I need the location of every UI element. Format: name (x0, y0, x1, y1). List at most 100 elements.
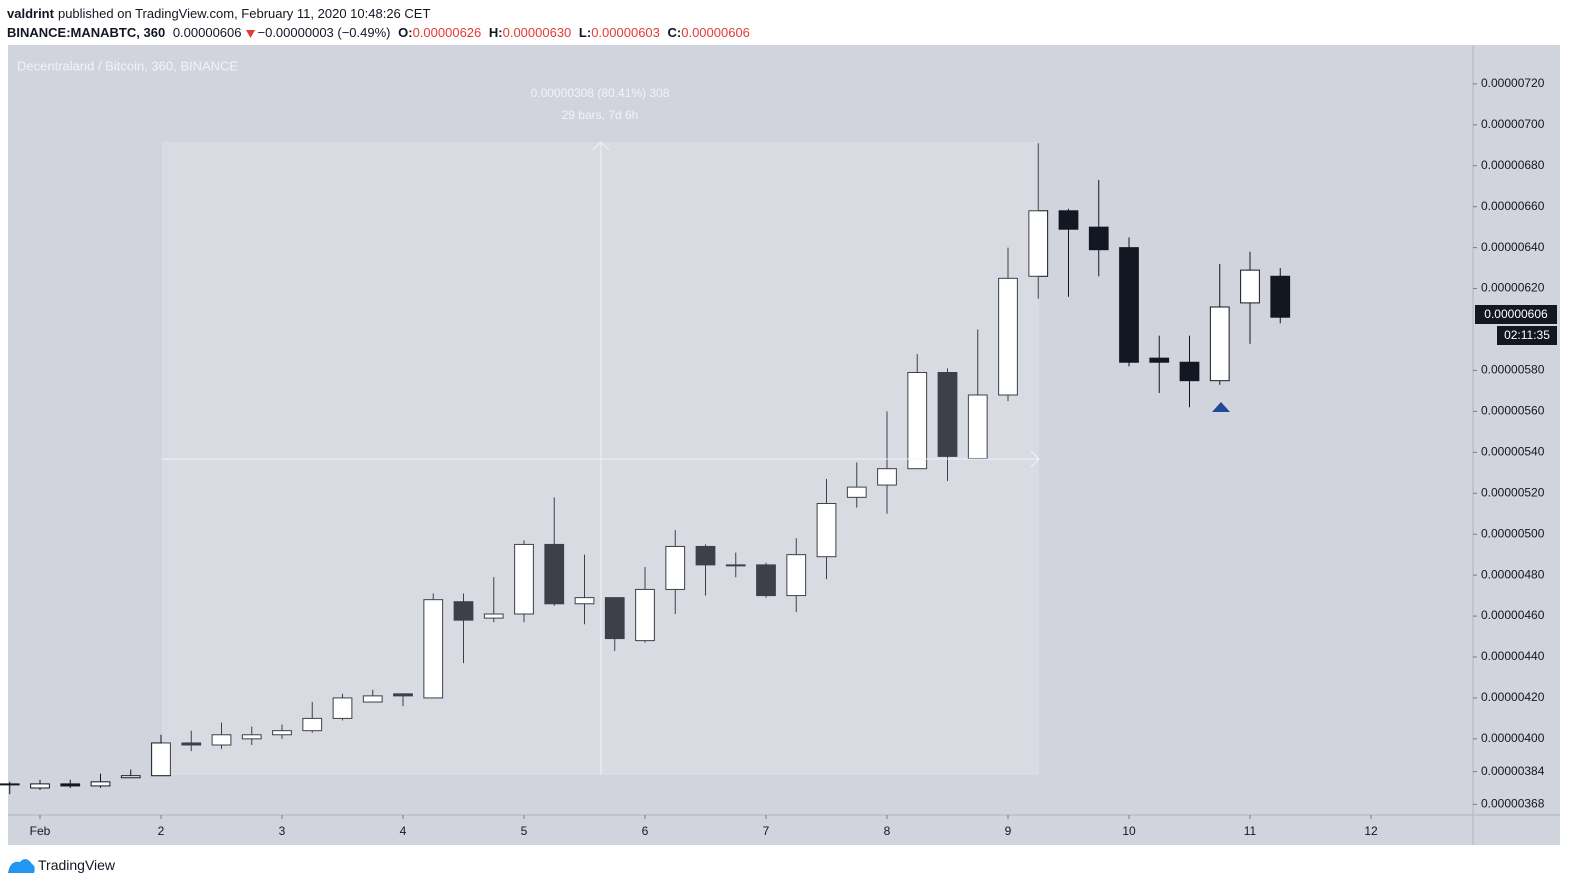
candle-body (574, 597, 595, 605)
y-tick-label: 0.00000540 (1481, 444, 1545, 458)
y-tick-label: 0.00000480 (1481, 567, 1545, 581)
o-label: O: (398, 25, 413, 40)
y-tick-label: 0.00000440 (1481, 649, 1545, 663)
measure-label: 0.00000308 (80.41%) 308 (531, 86, 670, 100)
candle-body (60, 783, 81, 787)
candle-body (151, 742, 171, 777)
pane-background (8, 45, 1560, 845)
candle-body (786, 554, 807, 597)
candle-body (544, 543, 565, 605)
candles (0, 143, 1291, 795)
measure-area (162, 142, 1039, 775)
y-tick-label: 0.00000460 (1481, 608, 1545, 622)
candle-body (1179, 361, 1200, 382)
candle-body (725, 564, 746, 567)
x-tick-label: 8 (884, 824, 891, 838)
published: published on TradingView.com, February 1… (57, 6, 431, 21)
x-tick-label: 3 (279, 824, 286, 838)
x-tick-label: 7 (763, 824, 770, 838)
candle-body (181, 742, 202, 746)
x-tick-label: 11 (1244, 824, 1257, 838)
l-value: 0.00000603 (591, 25, 660, 40)
candle-body (30, 783, 50, 789)
candle-body (302, 717, 323, 732)
y-tick-label: 0.00000660 (1481, 199, 1545, 213)
author: valdrint (7, 6, 54, 21)
x-tick-label: 2 (158, 824, 165, 838)
y-tick-label: 0.00000384 (1481, 764, 1545, 778)
x-tick-label: 6 (642, 824, 649, 838)
x-tick-label: 12 (1364, 824, 1378, 838)
candle-body (483, 613, 504, 619)
candle-body (211, 734, 232, 746)
quote-line: BINANCE:MANABTC, 360 0.00000606 −0.000000… (7, 25, 754, 40)
candle-body (393, 693, 413, 697)
y-tick-label: 0.00000680 (1481, 158, 1545, 172)
h-value: 0.00000630 (502, 25, 572, 40)
signal-marker (1212, 402, 1230, 412)
candle-body (1119, 247, 1139, 363)
candle-body (1149, 357, 1170, 363)
candle-body (514, 543, 534, 615)
price-label: 0.00000606 (1484, 307, 1548, 321)
x-tick-label: 4 (400, 824, 407, 838)
x-tick-label: 9 (1005, 824, 1012, 838)
x-tick-label: 10 (1122, 824, 1136, 838)
candle-body (1209, 306, 1230, 382)
candle-body (120, 775, 141, 779)
down-arrow (245, 29, 255, 38)
y-tick-label: 0.00000420 (1481, 690, 1545, 704)
x-tick-label: 5 (521, 824, 528, 838)
candle-body (1028, 210, 1049, 277)
candle-body (1240, 269, 1260, 304)
brand-logo (8, 858, 35, 873)
h-label: H: (488, 25, 503, 40)
y-tick-label: 0.00000500 (1481, 526, 1545, 540)
y-tick-label: 0.00000720 (1481, 76, 1545, 90)
candle-body (1270, 275, 1291, 318)
x-tick-label: Feb (30, 824, 51, 838)
candle-body (816, 502, 837, 558)
candle-body (877, 468, 897, 486)
l-label: L: (578, 25, 592, 40)
candle-body (695, 545, 716, 566)
candle-body (846, 486, 867, 498)
y-tick-label: 0.00000560 (1481, 404, 1545, 418)
last: 0.00000606 (172, 25, 242, 40)
candle-body (998, 277, 1018, 396)
publish-line: valdrint published on TradingView.com, Fe… (7, 6, 434, 21)
candle-body (967, 394, 988, 459)
c-value: 0.00000606 (681, 25, 750, 40)
measure-arrow-up (592, 141, 610, 151)
candle-body (756, 564, 776, 597)
symbol: BINANCE:MANABTC, 360 (7, 25, 166, 40)
countdown: 02:11:35 (1504, 328, 1550, 342)
candle-body (1088, 226, 1109, 251)
candle-body (453, 601, 474, 621)
y-tick-label: 0.00000640 (1481, 240, 1545, 254)
y-tick-label: 0.00000400 (1481, 731, 1545, 745)
candle-body (907, 371, 928, 470)
countdown-box (1497, 326, 1557, 345)
measure-bars: 29 bars, 7d 6h (562, 108, 639, 122)
candle-body (423, 599, 444, 699)
y-tick-label: 0.00000580 (1481, 363, 1545, 377)
price-label-box (1475, 305, 1557, 324)
candle-body (0, 783, 20, 786)
candle-body (90, 781, 111, 787)
axes: 0.00000720 0.00000700 0.00000680 0.00000660… (30, 76, 1545, 838)
candle-body (241, 734, 262, 740)
y-tick-label: 0.00000520 (1481, 485, 1545, 499)
candle-body (362, 695, 383, 703)
y-tick-label: 0.00000620 (1481, 281, 1545, 295)
brand: TradingView (38, 857, 116, 873)
y-tick-label: 0.00000700 (1481, 117, 1545, 131)
candle-body (332, 697, 353, 719)
change: −0.00000003 (−0.49%) (257, 25, 391, 40)
o-value: 0.00000626 (412, 25, 482, 40)
candle-body (272, 730, 292, 736)
candle-body (1058, 210, 1079, 230)
chart-title: Decentraland / Bitcoin, 360, BINANCE (17, 58, 238, 73)
